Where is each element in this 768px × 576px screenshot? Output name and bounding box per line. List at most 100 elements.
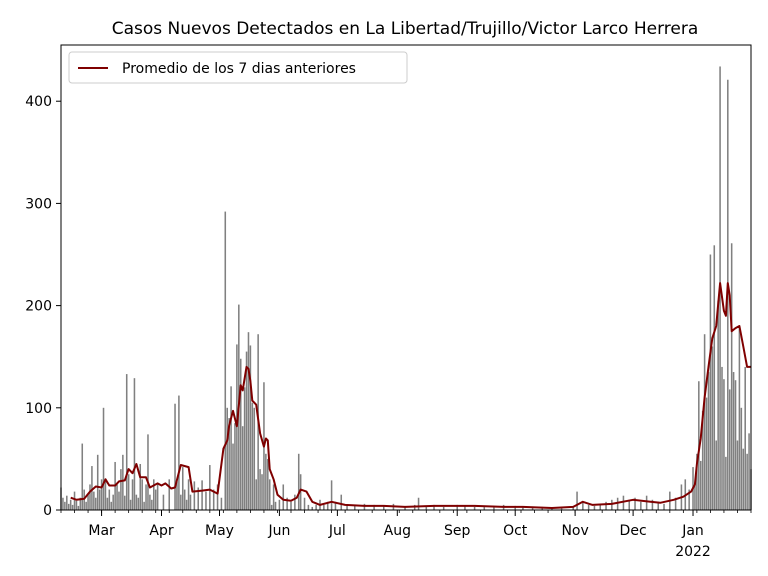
- bar-179: [728, 389, 731, 510]
- legend-box: [68, 51, 408, 84]
- bar-43: [143, 501, 145, 510]
- bar-117: [373, 504, 375, 510]
- bar-103: [299, 474, 302, 510]
- bar-167: [705, 397, 708, 510]
- bar-67: [212, 489, 215, 510]
- bar-53: [174, 403, 176, 510]
- x-axis: Mar Apr May Jun Jul Aug Sep Oct Nov Dec Jan 2022: [60, 510, 752, 560]
- legend-label: Promedio de los 7 dias anteriores: [122, 61, 356, 77]
- x-tick-label-Jun: Jun: [267, 523, 290, 539]
- bar-64: [201, 480, 203, 510]
- bar-109: [323, 504, 325, 510]
- bar-42: [141, 479, 143, 510]
- bar-49: [154, 489, 157, 510]
- bar-88: [259, 469, 261, 510]
- bar-60: [187, 479, 190, 510]
- bar-34: [125, 374, 128, 510]
- bar-153: [657, 501, 659, 510]
- bar-69: [220, 497, 223, 510]
- bar-20: [98, 489, 101, 510]
- bar-48: [153, 479, 155, 510]
- bar-126: [456, 504, 458, 510]
- bar-148: [628, 499, 631, 510]
- bar-91: [265, 453, 267, 510]
- x-tick-label-Sep: Sep: [444, 523, 471, 539]
- bar-37: [131, 479, 134, 510]
- bar-72: [228, 418, 230, 510]
- bar-74: [232, 443, 234, 510]
- bar-134: [531, 507, 534, 510]
- bar-52: [168, 479, 171, 510]
- bar-146: [616, 497, 619, 510]
- bar-147: [622, 495, 625, 510]
- bar-4: [67, 503, 70, 510]
- bar-84: [251, 402, 254, 510]
- bar-18: [95, 497, 97, 510]
- bar-107: [315, 504, 317, 510]
- bar-10: [79, 497, 82, 510]
- bar-125: [442, 506, 445, 510]
- bar-65: [205, 491, 207, 510]
- bar-124: [433, 504, 435, 510]
- bar-2: [64, 501, 66, 510]
- bar-139: [576, 491, 578, 510]
- bar-118: [383, 505, 385, 510]
- legend: Promedio de los 7 dias anteriores: [68, 51, 408, 84]
- bar-189: [748, 433, 750, 510]
- bar-76: [236, 344, 238, 510]
- bar-162: [696, 453, 698, 510]
- bar-6: [71, 504, 74, 510]
- bar-61: [189, 494, 192, 510]
- bar-185: [740, 407, 743, 510]
- bar-159: [688, 489, 690, 510]
- bar-29: [116, 484, 118, 510]
- bar-15: [89, 484, 91, 510]
- bar-17: [93, 491, 95, 510]
- y-axis: 0 100 200 300 400: [25, 94, 61, 519]
- plot-frame: [60, 44, 752, 511]
- bar-98: [282, 484, 285, 510]
- x-tick-label-Jan: Jan: [681, 523, 704, 539]
- bar-71: [226, 407, 228, 510]
- bar-8: [75, 500, 78, 510]
- bar-175: [721, 366, 723, 510]
- year-label: 2022: [675, 544, 711, 560]
- bar-16: [91, 466, 93, 510]
- bar-82: [247, 332, 250, 510]
- bar-54: [176, 481, 178, 510]
- bar-152: [651, 499, 654, 510]
- bar-55: [178, 395, 180, 510]
- x-tick-label-Jul: Jul: [328, 523, 346, 539]
- average-line: [70, 282, 751, 509]
- bar-144: [605, 501, 607, 510]
- bar-80: [243, 387, 246, 510]
- x-tick-label-Aug: Aug: [384, 523, 411, 539]
- bar-33: [124, 495, 126, 510]
- bar-57: [181, 467, 184, 510]
- bar-156: [674, 497, 677, 510]
- bar-130: [493, 506, 495, 510]
- bar-183: [736, 440, 739, 510]
- bar-129: [483, 505, 486, 510]
- bar-176: [723, 379, 725, 510]
- bar-45: [147, 434, 149, 510]
- bar-128: [473, 506, 476, 510]
- bar-24: [106, 497, 109, 510]
- bar-182: [734, 380, 737, 510]
- bar-66: [209, 465, 211, 510]
- bar-9: [77, 505, 80, 510]
- bar-164: [699, 460, 702, 510]
- bar-105: [307, 504, 310, 510]
- bar-150: [640, 501, 642, 510]
- y-tick-label-0: 0: [43, 503, 52, 519]
- bar-19: [96, 454, 99, 510]
- bar-122: [417, 497, 420, 510]
- bar-102: [297, 453, 300, 510]
- bar-110: [326, 501, 329, 510]
- bar-73: [230, 386, 232, 510]
- bar-1: [62, 497, 64, 510]
- bar-75: [234, 423, 236, 510]
- bar-32: [122, 454, 124, 510]
- bar-27: [112, 494, 114, 510]
- bar-173: [717, 300, 719, 510]
